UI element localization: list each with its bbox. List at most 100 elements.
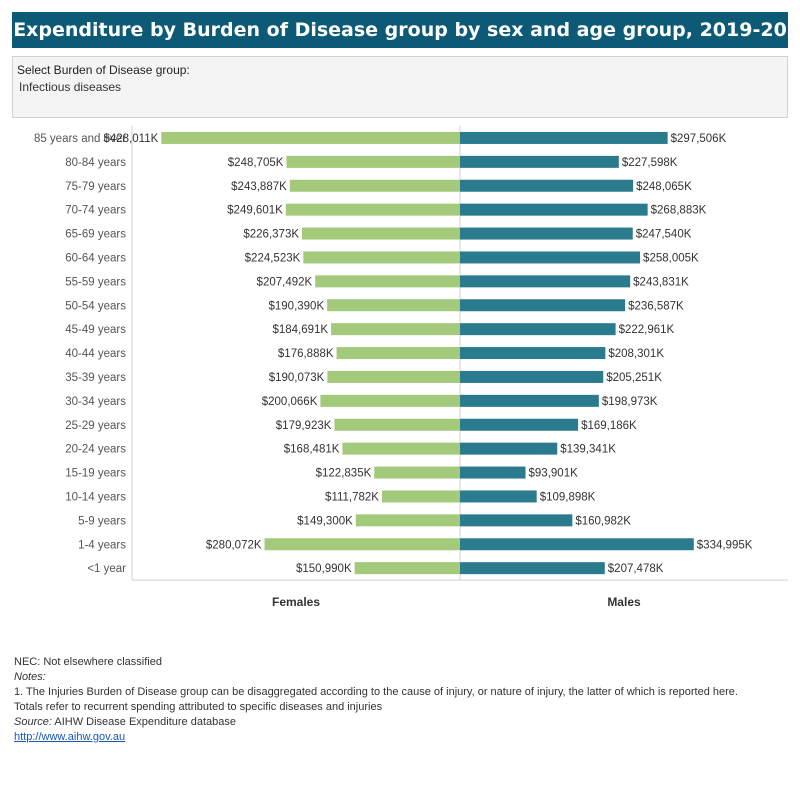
male-bar [460,514,573,527]
male-value-label: $227,598K [622,157,678,169]
category-label: 5-9 years [78,515,126,527]
source-text: AIHW Disease Expenditure database [51,716,236,728]
category-label: 65-69 years [65,229,126,241]
category-label: 30-34 years [65,396,126,408]
female-bar [336,347,460,360]
male-bar [460,562,605,575]
female-value-label: $149,300K [297,515,353,527]
female-bar [303,251,460,264]
male-bar [460,203,648,216]
female-value-label: $200,066K [262,396,318,408]
notes-section: NEC: Not elsewhere classified Notes: 1. … [14,655,738,745]
male-bar [460,299,626,312]
male-value-label: $258,005K [643,252,699,264]
female-bar [302,227,460,240]
female-bar [334,418,460,431]
female-bar [354,562,460,575]
male-value-label: $243,831K [633,276,689,288]
female-bar [327,299,460,312]
male-value-label: $236,587K [628,300,684,312]
male-value-label: $169,186K [581,420,637,432]
male-value-label: $208,301K [608,348,664,360]
female-bar [285,203,460,216]
category-label: 45-49 years [65,324,126,336]
male-value-label: $160,982K [575,515,631,527]
male-value-label: $139,341K [560,444,616,456]
male-value-label: $248,065K [636,181,692,193]
category-label: 35-39 years [65,372,126,384]
male-bar [460,490,537,503]
category-label: 75-79 years [65,181,126,193]
category-label: 25-29 years [65,420,126,432]
male-bar [460,179,634,192]
male-bar [460,131,668,144]
female-bar [331,323,460,336]
male-value-label: $205,251K [606,372,662,384]
female-value-label: $190,390K [268,300,324,312]
male-value-label: $334,995K [697,539,753,551]
female-value-label: $224,523K [245,252,301,264]
source-line: Source: AIHW Disease Expenditure databas… [14,715,738,730]
male-bar [460,323,616,336]
female-value-label: $176,888K [278,348,334,360]
female-bar [342,442,460,455]
note-2: Totals refer to recurrent spending attri… [14,701,383,713]
females-axis-label: Females [272,595,320,609]
female-value-label: $226,373K [243,229,299,241]
female-value-label: $179,923K [276,420,332,432]
source-label: Source: [14,716,52,728]
page-title: Expenditure by Burden of Disease group b… [12,12,788,48]
male-bar [460,466,526,479]
male-value-label: $222,961K [619,324,675,336]
nec-note: NEC: Not elsewhere classified [14,656,162,668]
female-value-label: $428,011K [104,133,159,145]
female-value-label: $168,481K [284,444,340,456]
category-label: 1-4 years [78,539,126,551]
female-value-label: $249,601K [227,205,283,217]
category-label: 80-84 years [65,157,126,169]
female-value-label: $150,990K [296,563,352,575]
male-value-label: $247,540K [636,229,692,241]
female-bar [327,370,460,383]
notes-label: Notes: [14,671,46,683]
male-value-label: $109,898K [540,491,596,503]
male-bar [460,347,606,360]
category-label: 50-54 years [65,300,126,312]
male-bar [460,155,619,168]
expenditure-chart: 85 years and over$428,011K $297,506K 80-84… [34,126,788,609]
female-bar [315,275,460,288]
female-bar [355,514,460,527]
female-bar [289,179,460,192]
female-value-label: $190,073K [269,372,325,384]
male-bar [460,370,604,383]
female-bar [264,538,460,551]
female-value-label: $122,835K [316,468,372,480]
disease-group-filter[interactable]: Select Burden of Disease group: Infectio… [12,56,788,118]
male-value-label: $93,901K [529,468,579,480]
male-bar [460,418,579,431]
category-label: 10-14 years [65,491,126,503]
category-label: 15-19 years [65,468,126,480]
filter-label: Select Burden of Disease group: [17,63,190,77]
male-bar [460,538,694,551]
male-value-label: $268,883K [651,205,707,217]
female-value-label: $111,782K [325,491,379,503]
category-label: 55-59 years [65,276,126,288]
male-value-label: $207,478K [608,563,664,575]
category-label: 60-64 years [65,252,126,264]
female-value-label: $280,072K [206,539,262,551]
female-value-label: $248,705K [228,157,284,169]
males-axis-label: Males [607,595,641,609]
female-bar [381,490,460,503]
aihw-link[interactable]: http://www.aihw.gov.au [14,731,126,743]
female-bar [161,131,460,144]
female-bar [374,466,460,479]
female-value-label: $243,887K [231,181,287,193]
female-value-label: $207,492K [257,276,313,288]
female-bar [320,394,460,407]
male-value-label: $297,506K [671,133,727,145]
filter-value-selected[interactable]: Infectious diseases [19,80,122,94]
category-label: 70-74 years [65,205,126,217]
male-bar [460,394,599,407]
male-bar [460,227,633,240]
